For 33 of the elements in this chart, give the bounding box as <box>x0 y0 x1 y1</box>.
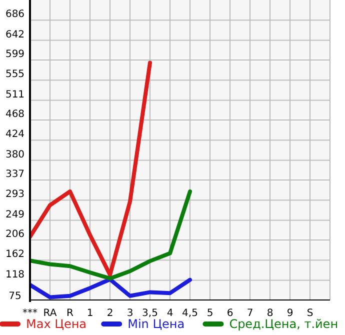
y-tick-label: 686 <box>5 9 25 20</box>
y-tick-label: 75 <box>8 291 22 302</box>
x-tick-label: 3 <box>126 308 134 319</box>
x-tick-label: 9 <box>286 308 294 319</box>
x-tick-label: 8 <box>266 308 274 319</box>
y-tick-label: 511 <box>5 89 25 100</box>
x-tick-label: 5 <box>206 308 214 319</box>
y-tick-label: 162 <box>5 249 25 260</box>
legend-label: Сред.Цена, т.йен <box>229 317 338 331</box>
y-tick-label: 424 <box>5 129 25 140</box>
x-tick-label: S <box>306 308 314 319</box>
x-tick-label: 2 <box>106 308 114 319</box>
legend-label: Min Цена <box>128 317 185 331</box>
y-tick-label: 337 <box>5 169 25 180</box>
y-tick-label: 118 <box>5 269 25 280</box>
x-tick-label: 4,5 <box>182 308 198 319</box>
y-tick-label: 249 <box>5 209 25 220</box>
y-tick-label: 206 <box>5 229 25 240</box>
legend-label: Max Цена <box>26 317 87 331</box>
x-tick-label: 4 <box>166 308 174 319</box>
x-tick-label: 3,5 <box>142 308 158 319</box>
y-tick-label: 293 <box>5 189 25 200</box>
y-tick-label: 599 <box>5 49 25 60</box>
x-tick-label: RA <box>43 308 57 319</box>
x-tick-label: *** <box>22 308 38 319</box>
y-tick-label: 555 <box>5 69 25 80</box>
y-tick-label: 642 <box>5 29 25 40</box>
x-tick-label: 7 <box>246 308 254 319</box>
y-tick-label: 380 <box>5 149 25 160</box>
x-tick-label: 6 <box>226 308 234 319</box>
x-tick-label: R <box>66 308 74 319</box>
x-tick-label: 1 <box>86 308 94 319</box>
y-tick-label: 468 <box>5 109 25 120</box>
